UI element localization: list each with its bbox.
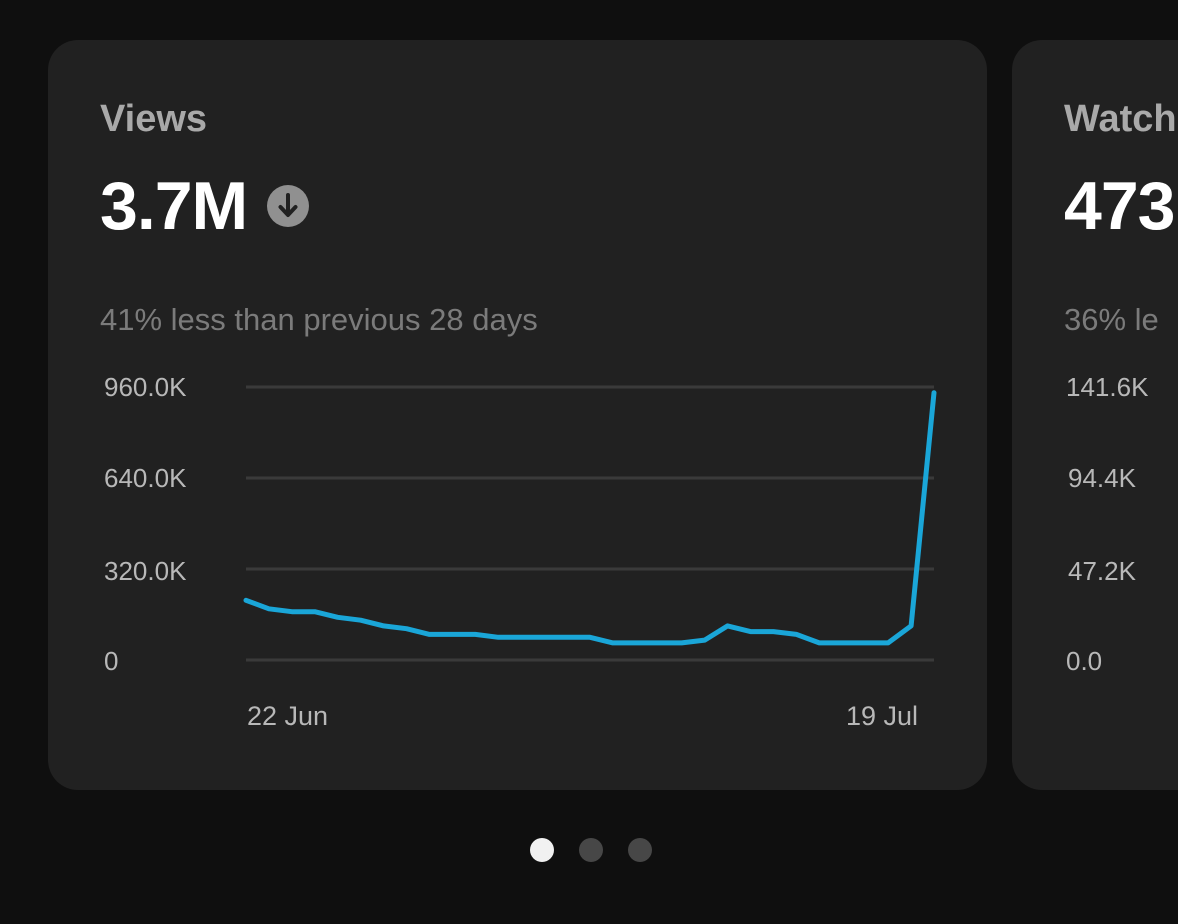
arrow-down-circle-icon [267,185,310,227]
y-tick-label: 640.0K [104,463,187,493]
comparison-text: 41% less than previous 28 days [100,302,538,337]
card-title: Views [100,98,208,140]
y-tick-label: 960.0K [104,372,187,402]
views-line-chart [243,385,937,662]
metric-value: 3.7M [100,168,248,244]
y-tick-label: 141.6K [1066,372,1149,402]
y-tick-label: 0 [104,646,119,676]
pagination-dot[interactable] [628,838,652,862]
metric-row: 3.7M [100,166,310,246]
views-series-line [243,390,937,646]
x-tick-label: 22 Jun [247,701,329,731]
pagination-dot[interactable] [530,838,554,862]
gridlines [246,385,934,662]
x-tick-label: 19 Jul [846,701,919,731]
y-tick-label: 94.4K [1068,463,1136,493]
card-title: Watch [1064,98,1177,140]
y-tick-label: 0.0 [1066,646,1103,676]
y-tick-label: 47.2K [1068,556,1136,586]
metric-value: 473 [1064,168,1175,244]
pagination-dots [530,838,652,862]
watch-time-card[interactable]: Watch 473 36% le 141.6K 94.4K 47.2K 0.0 [1012,40,1178,790]
metric-row: 473 [1064,166,1175,246]
pagination-dot[interactable] [579,838,603,862]
comparison-text: 36% le [1064,302,1159,337]
views-card[interactable]: Views 3.7M 41% less than previous 28 day… [48,40,987,790]
y-tick-label: 320.0K [104,556,187,586]
